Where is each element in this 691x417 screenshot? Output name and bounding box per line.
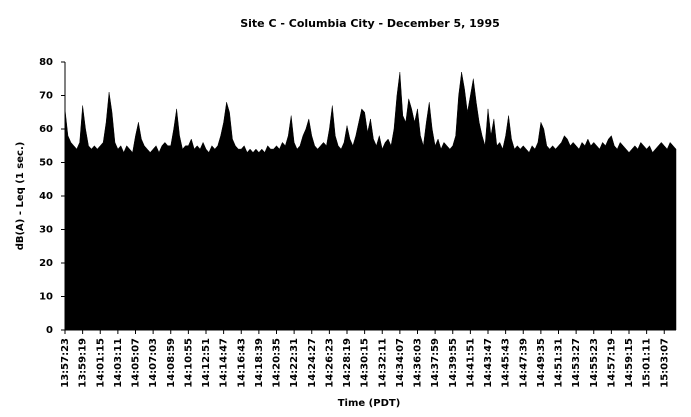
- x-tick-label: 14:20:35: [272, 338, 283, 388]
- x-tick-label: 13:57:23: [60, 338, 71, 388]
- x-tick-label: 14:28:19: [342, 338, 353, 388]
- x-tick-label: 14:26:23: [324, 338, 335, 388]
- x-tick-label: 14:45:43: [501, 338, 512, 388]
- x-tick-label: 14:12:51: [201, 338, 212, 388]
- x-tick-label: 14:07:03: [148, 338, 159, 388]
- chart-title: Site C - Columbia City - December 5, 199…: [240, 17, 500, 30]
- x-tick-label: 14:08:59: [166, 338, 177, 388]
- x-tick-label: 14:36:03: [413, 338, 424, 388]
- x-tick-label: 14:30:15: [360, 338, 371, 388]
- y-axis-label: dB(A) - Leq (1 sec.): [15, 142, 26, 251]
- y-tick-label: 70: [39, 91, 53, 102]
- x-tick-label: 14:59:15: [624, 338, 635, 388]
- y-tick-label: 10: [39, 292, 53, 303]
- x-tick-label: 14:14:47: [219, 338, 230, 388]
- x-tick-label: 14:55:23: [589, 338, 600, 388]
- x-tick-label: 14:43:47: [483, 338, 494, 388]
- x-tick-label: 14:10:55: [183, 338, 194, 388]
- area: [64, 72, 677, 331]
- y-tick-label: 30: [39, 225, 53, 236]
- x-tick-label: 14:18:39: [254, 338, 265, 388]
- x-tick-label: 14:03:11: [113, 338, 124, 388]
- y-tick-label: 60: [39, 124, 53, 135]
- x-tick-label: 14:22:31: [289, 338, 300, 388]
- x-tick-label: 14:41:51: [465, 338, 476, 388]
- y-tick-label: 20: [39, 258, 53, 269]
- x-tick-label: 13:59:19: [78, 338, 89, 388]
- y-tick-label: 80: [39, 57, 53, 68]
- x-tick-label: 15:03:07: [659, 338, 670, 388]
- x-tick-label: 14:57:19: [606, 338, 617, 388]
- x-tick-label: 14:34:07: [395, 338, 406, 388]
- x-tick-label: 15:01:11: [642, 338, 653, 388]
- y-tick-label: 0: [46, 325, 53, 336]
- x-tick-label: 14:37:59: [430, 338, 441, 388]
- x-tick-label: 14:32:11: [377, 338, 388, 388]
- y-tick-label: 40: [39, 191, 53, 202]
- x-tick-label: 14:53:27: [571, 338, 582, 388]
- x-tick-label: 14:01:15: [95, 338, 106, 388]
- y-tick-label: 50: [39, 158, 53, 169]
- x-tick-label: 14:39:55: [448, 338, 459, 388]
- x-tick-label: 14:24:27: [307, 338, 318, 388]
- x-tick-label: 14:16:43: [236, 338, 247, 388]
- x-tick-label: 14:51:31: [554, 338, 565, 388]
- x-tick-label: 14:47:39: [518, 338, 529, 388]
- x-tick-label: 14:49:35: [536, 338, 547, 388]
- x-axis-label: Time (PDT): [338, 398, 401, 409]
- x-tick-label: 14:05:07: [131, 338, 142, 388]
